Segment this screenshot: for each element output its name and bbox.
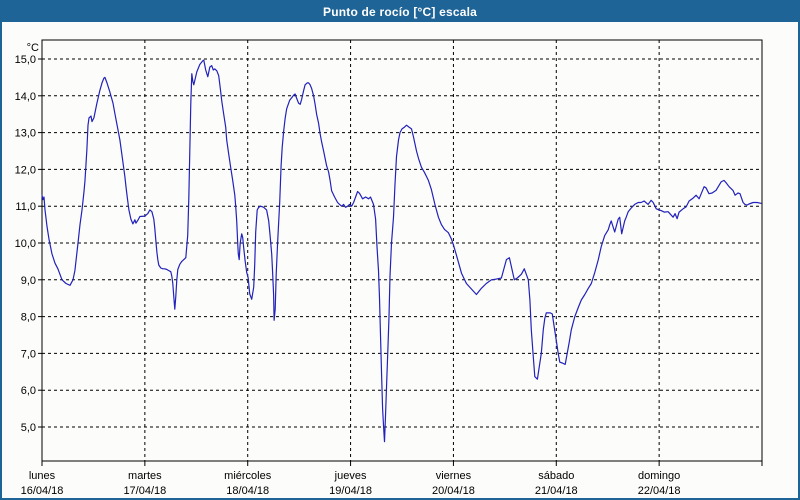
x-day-label: martes [128, 470, 162, 482]
y-tick-label: 12,0 [15, 164, 36, 176]
dewpoint-line [41, 59, 762, 443]
y-tick-label: 15,0 [15, 54, 36, 66]
y-tick-label: 5,0 [21, 422, 36, 434]
x-day-label: viernes [436, 470, 472, 482]
y-tick-label: 10,0 [15, 238, 36, 250]
y-tick-label: 11,0 [15, 201, 36, 213]
y-tick-label: 8,0 [21, 312, 36, 324]
y-axis-unit-label: °C [27, 42, 39, 54]
y-tick-label: 14,0 [15, 91, 36, 103]
window-titlebar: Punto de rocío [°C] escala [2, 2, 798, 22]
chart-area: 15,0 14,0 13,0 12,0 11,0 10,0 9,0 8,0 7,0 6,0 5,0 l… [2, 22, 798, 498]
y-tick-label: 7,0 [21, 348, 36, 360]
x-day-label: sábado [538, 470, 574, 482]
x-date-label: 16/04/18 [21, 485, 64, 497]
x-date-label: 17/04/18 [123, 485, 166, 497]
x-date-label: 22/04/18 [638, 485, 681, 497]
x-date-label: 19/04/18 [329, 485, 372, 497]
y-tick-label: 9,0 [21, 275, 36, 287]
dewpoint-chart-svg: 15,0 14,0 13,0 12,0 11,0 10,0 9,0 8,0 7,0 6,0 5,0 l… [15, 39, 763, 497]
x-date-label: 20/04/18 [432, 485, 475, 497]
x-date-label: 18/04/18 [226, 485, 269, 497]
plot-border [41, 39, 763, 462]
x-day-label: jueves [334, 470, 367, 482]
y-tick-label: 6,0 [21, 385, 36, 397]
x-day-label: miércoles [224, 470, 272, 482]
window-title: Punto de rocío [°C] escala [322, 5, 478, 19]
y-tick-label: 13,0 [15, 128, 36, 140]
x-day-label: lunes [29, 470, 56, 482]
x-day-label: domingo [638, 470, 680, 482]
x-date-label: 21/04/18 [535, 485, 578, 497]
